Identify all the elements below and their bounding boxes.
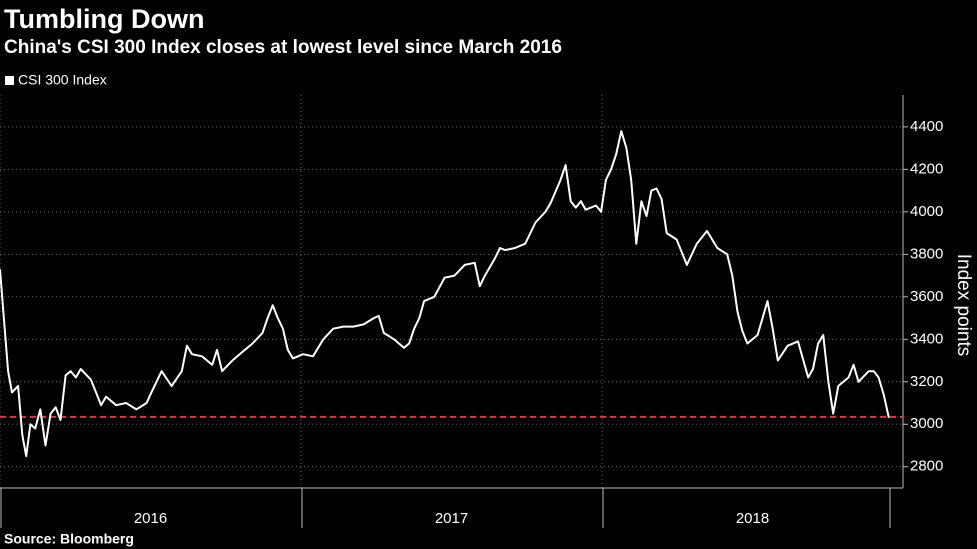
y-tick-label: 3200 bbox=[910, 373, 943, 390]
y-tick-label: 4200 bbox=[910, 160, 943, 177]
y-tick-label: 3000 bbox=[910, 415, 943, 432]
chart-subtitle: China's CSI 300 Index closes at lowest l… bbox=[4, 37, 562, 58]
y-tick-label: 3400 bbox=[910, 330, 943, 347]
legend-swatch bbox=[5, 76, 14, 85]
chart-title: Tumbling Down bbox=[4, 4, 204, 34]
source: Source: Bloomberg bbox=[4, 531, 134, 547]
x-tick-label: 2016 bbox=[134, 510, 167, 527]
y-tick-label: 4000 bbox=[910, 203, 943, 220]
legend-label: CSI 300 Index bbox=[18, 72, 107, 88]
y-tick-label: 4400 bbox=[910, 118, 943, 135]
y-axis-label: Index points bbox=[953, 254, 974, 356]
x-tick-label: 2018 bbox=[736, 510, 769, 527]
x-tick-label: 2017 bbox=[435, 510, 468, 527]
y-tick-label: 3600 bbox=[910, 288, 943, 305]
y-tick-label: 3800 bbox=[910, 245, 943, 262]
series-line bbox=[0, 130, 890, 458]
y-tick-label: 2800 bbox=[910, 458, 943, 475]
